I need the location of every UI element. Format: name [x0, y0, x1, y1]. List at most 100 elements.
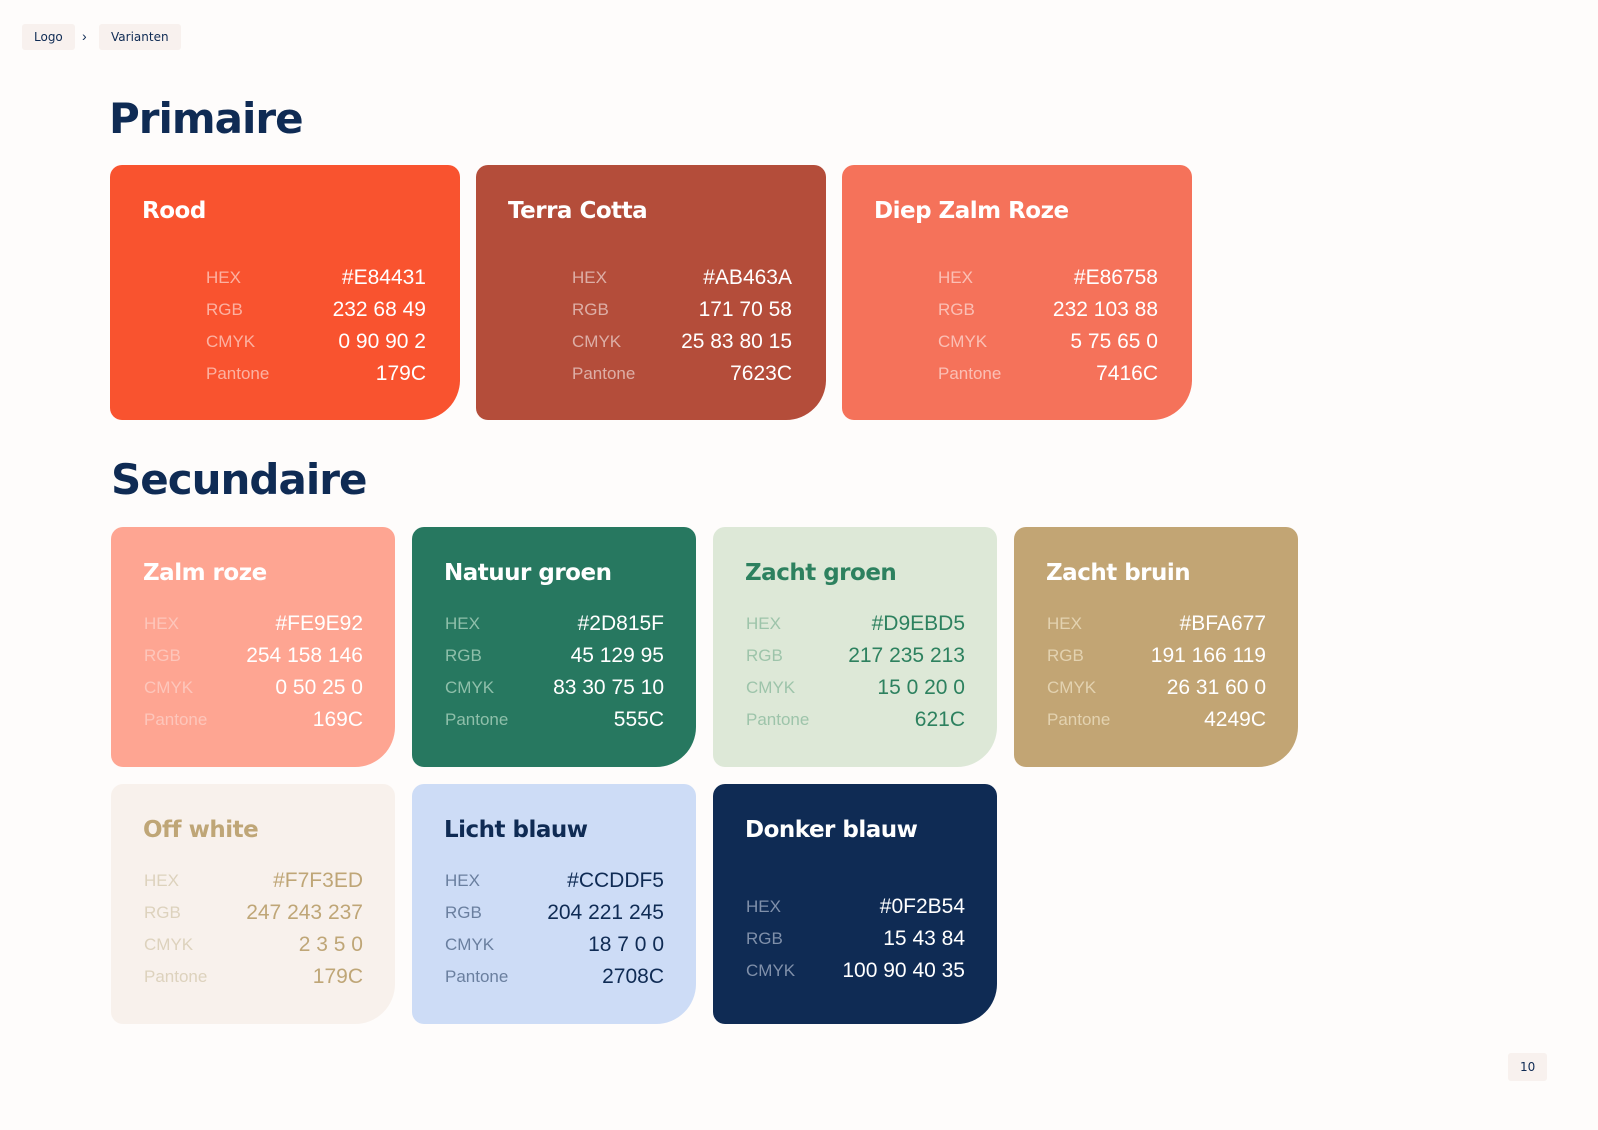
spec-label: Pantone [144, 967, 208, 986]
color-card: Zacht bruin HEX #BFA677 RGB 191 166 119 CMYK 2… [1014, 527, 1298, 767]
spec-label: HEX [746, 614, 781, 633]
spec-label: Pantone [445, 967, 509, 986]
spec-value: 2708C [602, 965, 664, 988]
spec-label: HEX [572, 268, 607, 287]
spec-label: HEX [445, 871, 480, 890]
spec-value: #D9EBD5 [871, 612, 965, 635]
spec-value: #2D815F [577, 612, 664, 635]
spec-label: CMYK [746, 961, 796, 980]
spec-value: 555C [613, 708, 664, 731]
card-title: Rood [142, 198, 206, 224]
spec-value: 100 90 40 35 [842, 959, 965, 982]
breadcrumb-item[interactable]: Varianten [99, 24, 181, 50]
breadcrumb-item[interactable]: Logo [22, 24, 75, 50]
spec-value: 179C [312, 965, 363, 988]
spec-label: CMYK [938, 332, 988, 351]
spec-value: 179C [375, 362, 426, 385]
spec-value: 169C [312, 708, 363, 731]
spec-label: RGB [144, 646, 181, 665]
spec-label: Pantone [746, 710, 810, 729]
spec-value: 7416C [1096, 362, 1158, 385]
spec-value: #E84431 [341, 266, 426, 289]
spec-label: HEX [144, 614, 179, 633]
spec-value: 171 70 58 [698, 298, 792, 321]
spec-label: RGB [1047, 646, 1084, 665]
spec-value: 232 68 49 [332, 298, 426, 321]
card-title: Zalm roze [143, 560, 267, 586]
spec-label: HEX [445, 614, 480, 633]
spec-value: 217 235 213 [848, 644, 965, 667]
spec-value: 0 90 90 2 [338, 330, 426, 353]
spec-label: HEX [1047, 614, 1082, 633]
spec-value: 232 103 88 [1052, 298, 1158, 321]
color-card: Diep Zalm Roze HEX #E86758 RGB 232 103 88 CMY… [842, 165, 1192, 420]
breadcrumb-separator: › [82, 28, 87, 44]
spec-label: HEX [206, 268, 241, 287]
spec-label: Pantone [572, 364, 636, 383]
spec-label: CMYK [1047, 678, 1097, 697]
card-title: Off white [143, 817, 259, 843]
card-title: Donker blauw [745, 817, 918, 843]
spec-value: 15 0 20 0 [877, 676, 965, 699]
spec-label: CMYK [144, 678, 194, 697]
spec-value: 621C [914, 708, 965, 731]
spec-value: #E86758 [1073, 266, 1158, 289]
card-title: Zacht bruin [1046, 560, 1191, 586]
section-title: Secundaire [111, 455, 367, 504]
card-title: Natuur groen [444, 560, 612, 586]
spec-value: #FE9E92 [275, 612, 363, 635]
spec-label: RGB [746, 929, 783, 948]
spec-label: RGB [144, 903, 181, 922]
spec-value: 83 30 75 10 [553, 676, 664, 699]
spec-label: CMYK [445, 935, 495, 954]
color-card: Zalm roze HEX #FE9E92 RGB 254 158 146 CMYK 0 5… [111, 527, 395, 767]
spec-label: CMYK [206, 332, 256, 351]
spec-label: RGB [206, 300, 243, 319]
spec-label: Pantone [938, 364, 1002, 383]
spec-label: Pantone [144, 710, 208, 729]
card-title: Terra Cotta [508, 198, 648, 224]
color-card: Rood HEX #E84431 RGB 232 68 49 CMYK 0 90 90 2 P… [110, 165, 460, 420]
spec-value: 45 129 95 [570, 644, 664, 667]
spec-value: 0 50 25 0 [275, 676, 363, 699]
spec-label: Pantone [445, 710, 509, 729]
spec-label: HEX [144, 871, 179, 890]
spec-label: RGB [746, 646, 783, 665]
spec-value: #F7F3ED [273, 869, 363, 892]
card-title: Licht blauw [444, 817, 588, 843]
color-card: Donker blauw HEX #0F2B54 RGB 15 43 84 CMYK 100… [713, 784, 997, 1024]
spec-value: #CCDDF5 [567, 869, 664, 892]
spec-value: 254 158 146 [246, 644, 363, 667]
spec-label: HEX [938, 268, 973, 287]
spec-value: 2 3 5 0 [298, 933, 363, 956]
spec-label: RGB [445, 646, 482, 665]
color-card: Natuur groen HEX #2D815F RGB 45 129 95 CMYK 83… [412, 527, 696, 767]
spec-label: Pantone [206, 364, 270, 383]
spec-label: RGB [572, 300, 609, 319]
spec-value: 247 243 237 [246, 901, 363, 924]
page-number: 10 [1508, 1053, 1548, 1081]
spec-value: 15 43 84 [883, 927, 965, 950]
spec-label: CMYK [572, 332, 622, 351]
section-title: Primaire [109, 94, 304, 143]
spec-value: 204 221 245 [547, 901, 664, 924]
spec-value: 26 31 60 0 [1166, 676, 1266, 699]
card-title: Diep Zalm Roze [874, 198, 1069, 224]
color-card: Licht blauw HEX #CCDDF5 RGB 204 221 245 CMYK 1… [412, 784, 696, 1024]
spec-label: CMYK [445, 678, 495, 697]
spec-value: #BFA677 [1179, 612, 1266, 635]
color-card: Terra Cotta HEX #AB463A RGB 171 70 58 CMYK 25 … [476, 165, 826, 420]
spec-value: 5 75 65 0 [1070, 330, 1158, 353]
spec-value: 25 83 80 15 [681, 330, 792, 353]
spec-label: CMYK [746, 678, 796, 697]
spec-value: 7623C [730, 362, 792, 385]
spec-value: 191 166 119 [1150, 644, 1266, 667]
card-title: Zacht groen [745, 560, 897, 586]
spec-label: RGB [445, 903, 482, 922]
spec-value: 4249C [1204, 708, 1266, 731]
color-card: Off white HEX #F7F3ED RGB 247 243 237 CMYK 2 3… [111, 784, 395, 1024]
spec-value: 18 7 0 0 [588, 933, 664, 956]
spec-label: CMYK [144, 935, 194, 954]
spec-value: #AB463A [703, 266, 792, 289]
